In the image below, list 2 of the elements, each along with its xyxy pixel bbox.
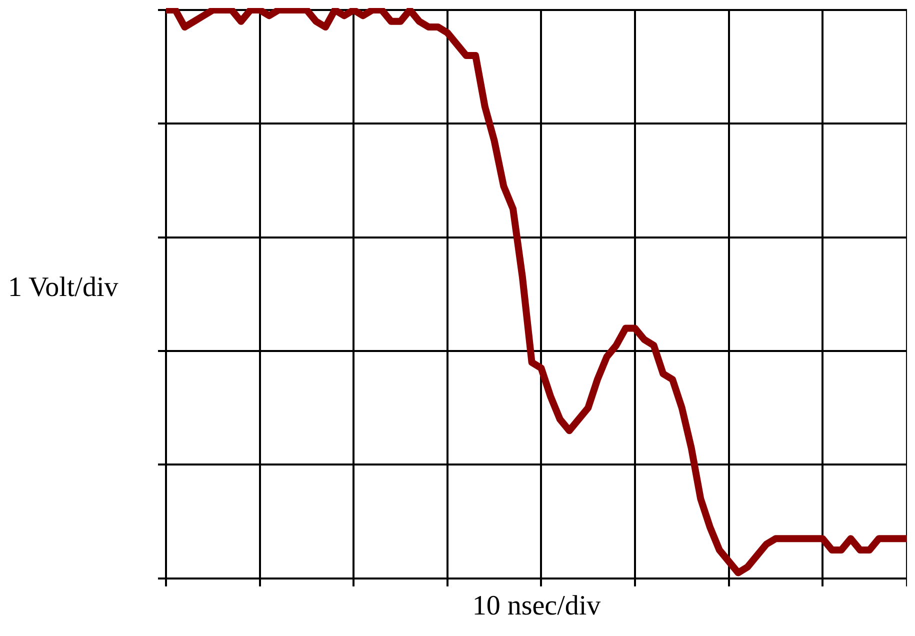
y-axis-title: 1 Volt/div [8,272,118,304]
x-axis-title: 10 nsec/div [472,590,601,622]
